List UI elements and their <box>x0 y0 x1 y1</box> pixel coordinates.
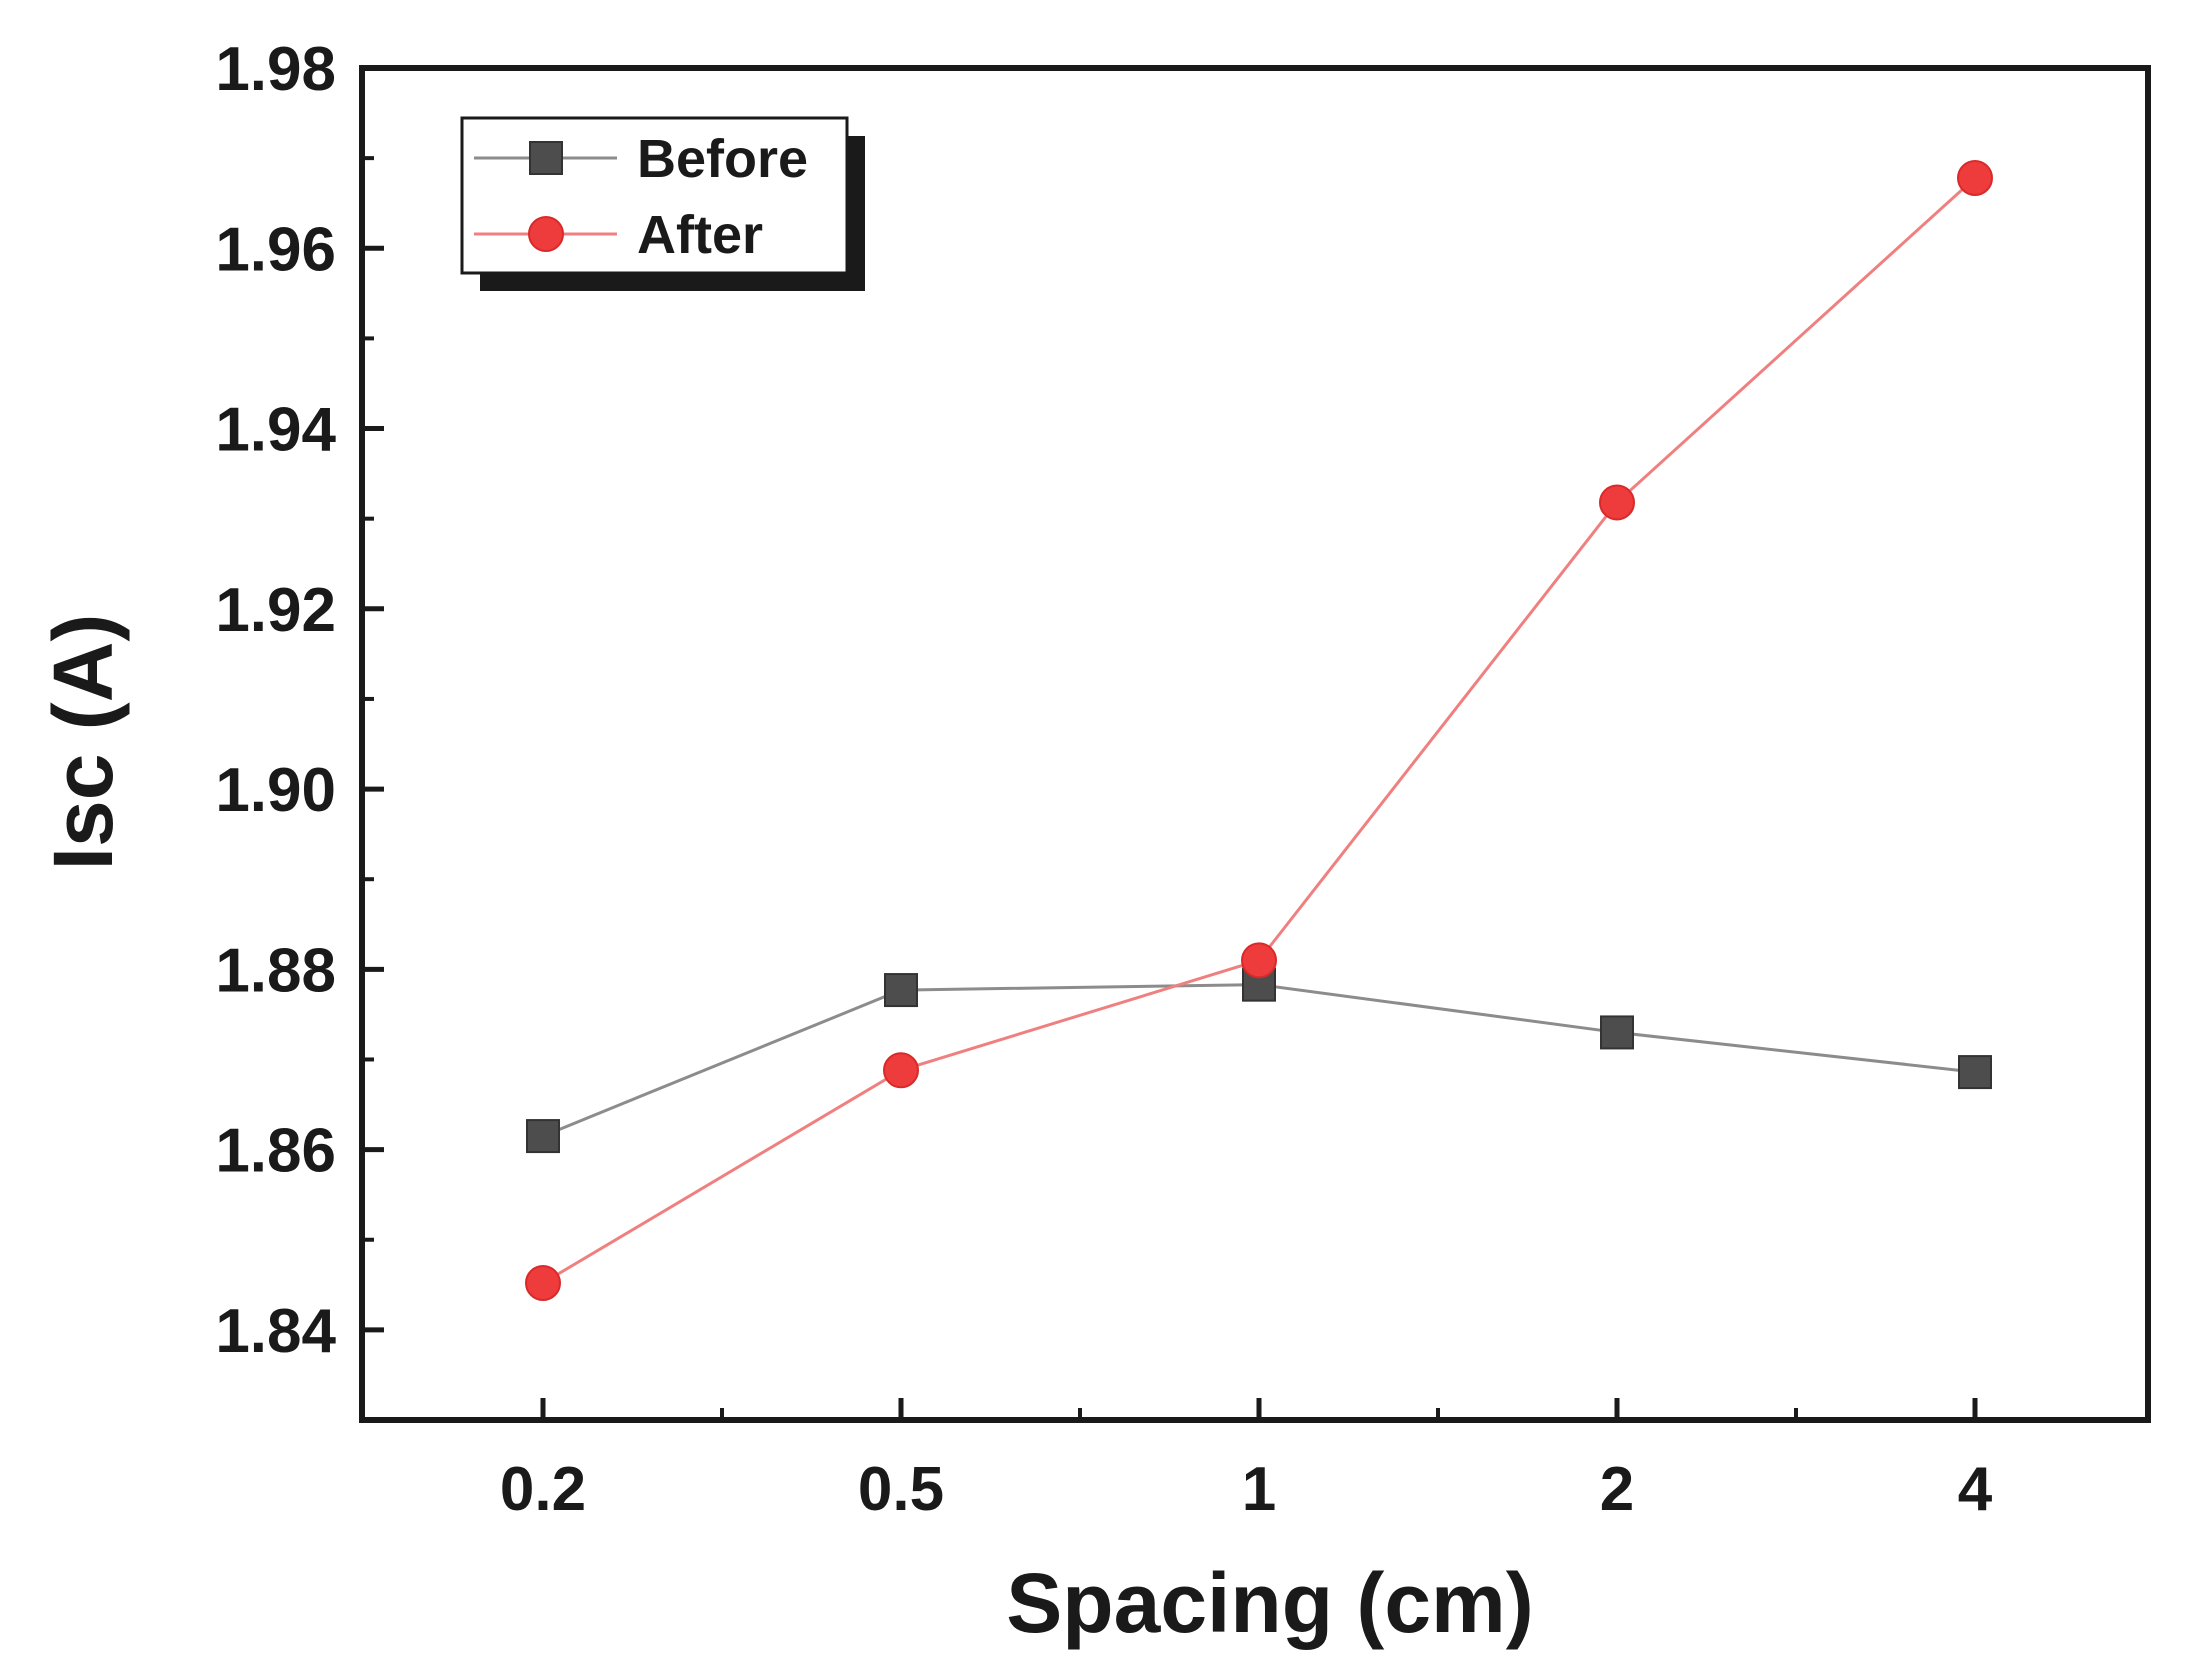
legend-box <box>460 116 849 275</box>
data-point-before <box>1600 1015 1634 1050</box>
y-tick-label: 1.84 <box>215 1297 336 1366</box>
x-tick-label: 4 <box>1958 1455 1993 1524</box>
x-tick-label: 2 <box>1600 1455 1634 1524</box>
y-tick-label: 1.86 <box>215 1117 336 1186</box>
legend-label: After <box>637 205 763 265</box>
data-point-before <box>526 1119 560 1154</box>
data-point-before <box>1958 1055 1992 1090</box>
data-point-after <box>1957 159 1993 196</box>
y-tick-label: 1.88 <box>215 936 336 1005</box>
series-line-after <box>542 176 1977 1285</box>
y-axis-title: Isc (A) <box>36 614 130 871</box>
data-point-after <box>525 1264 561 1301</box>
series-before <box>526 967 1992 1154</box>
data-point-after <box>1599 484 1635 521</box>
legend-item-after: After <box>474 205 763 265</box>
data-point-after <box>883 1052 919 1089</box>
legend-marker <box>529 141 563 175</box>
legend-marker <box>528 216 564 252</box>
x-tick-label: 0.5 <box>858 1455 944 1524</box>
x-tick-label: 0.2 <box>500 1455 586 1524</box>
y-tick-label: 1.96 <box>215 215 336 284</box>
axis-labels: Spacing (cm) Isc (A) <box>36 614 1534 1650</box>
x-axis-title: Spacing (cm) <box>1006 1556 1533 1650</box>
y-tick-label: 1.92 <box>215 576 336 645</box>
legend-label: Before <box>637 129 808 189</box>
plot-frame <box>359 65 2151 1423</box>
legend: Before After <box>460 116 865 291</box>
series-line-before <box>542 983 1976 1138</box>
series-after <box>525 159 1993 1301</box>
ticks: 1.84 1.86 1.88 1.90 1.92 1.94 1.96 1.98 0.2 0.5 1 2… <box>215 35 1992 1524</box>
y-tick-label: 1.94 <box>215 396 336 465</box>
y-tick-label: 1.98 <box>215 35 336 104</box>
series-layer <box>525 159 1993 1301</box>
x-tick-label: 1 <box>1242 1455 1276 1524</box>
data-point-before <box>884 973 918 1008</box>
y-tick-label: 1.90 <box>215 756 336 825</box>
legend-item-before: Before <box>474 129 808 189</box>
data-point-after <box>1241 942 1277 979</box>
